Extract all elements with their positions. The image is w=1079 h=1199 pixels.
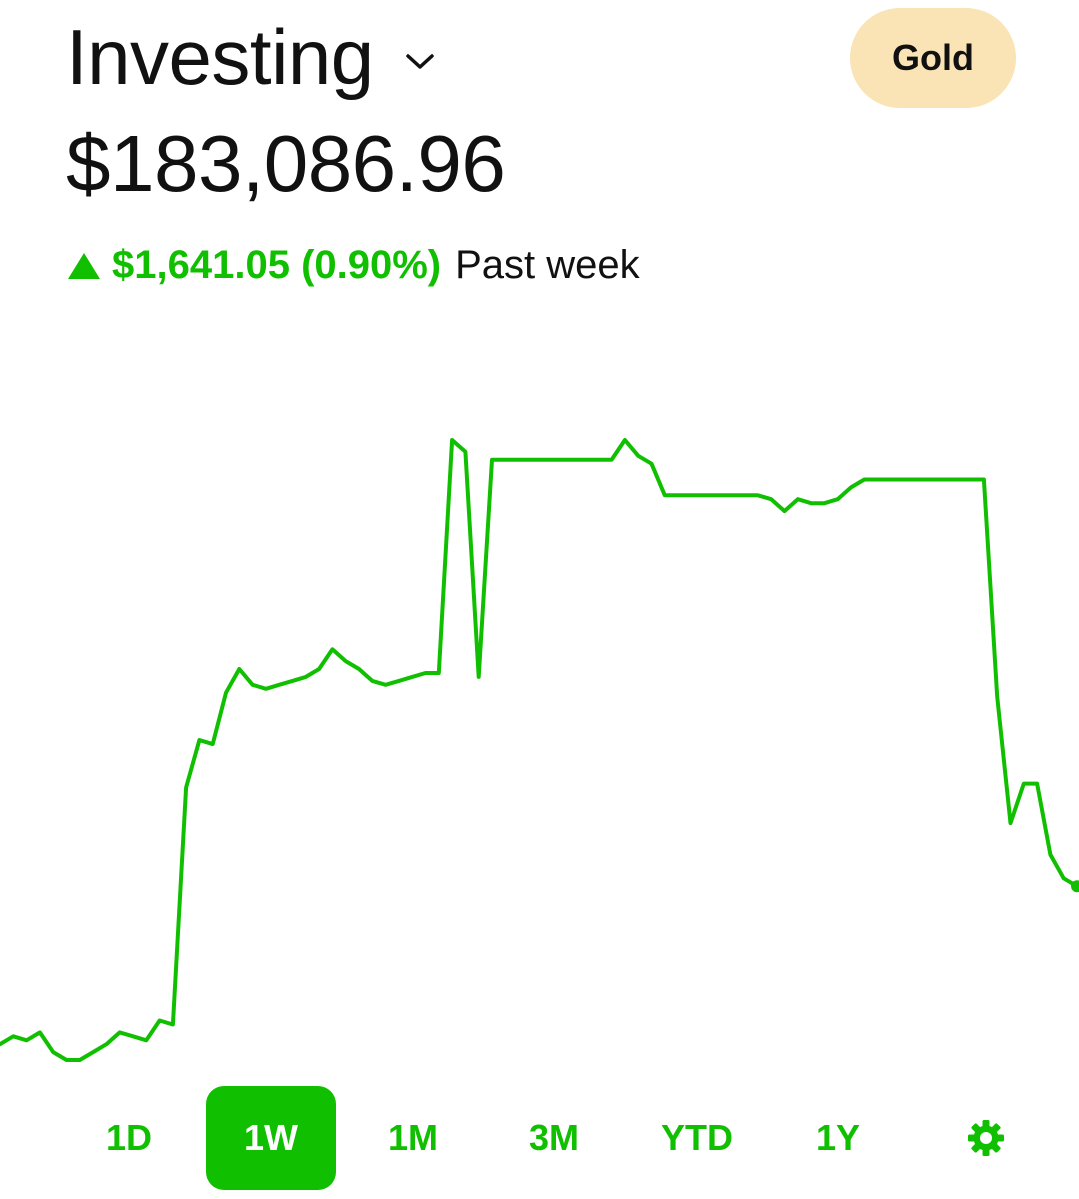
range-option-1d[interactable]: 1D <box>105 1117 153 1158</box>
range-option-1w[interactable]: 1W <box>206 1086 336 1190</box>
range-option-1y[interactable]: 1Y <box>815 1117 861 1158</box>
change-period: Past week <box>455 243 640 287</box>
portfolio-change: $1,641.05 (0.90%) Past week <box>68 240 640 290</box>
change-amount: $1,641.05 (0.90%) <box>112 243 442 287</box>
gear-icon <box>968 1120 1004 1156</box>
range-option-ytd[interactable]: YTD <box>661 1117 733 1158</box>
chart-series-line <box>0 438 1079 1062</box>
chevron-down-icon[interactable] <box>400 41 440 81</box>
chart-current-point <box>1071 880 1079 893</box>
range-option-3m[interactable]: 3M <box>528 1117 579 1158</box>
triangle-up-icon <box>68 253 100 279</box>
range-selector: 1D 1W 1M 3M YTD 1Y <box>60 1086 1050 1190</box>
page-title: Investing <box>66 13 374 101</box>
gold-button[interactable]: Gold <box>850 8 1016 108</box>
range-option-1m[interactable]: 1M <box>387 1117 438 1158</box>
account-selector[interactable]: Investing <box>66 14 440 100</box>
portfolio-value: $183,086.96 <box>66 119 506 208</box>
portfolio-chart[interactable] <box>0 300 1079 1080</box>
chart-settings-button[interactable] <box>946 1086 1026 1190</box>
